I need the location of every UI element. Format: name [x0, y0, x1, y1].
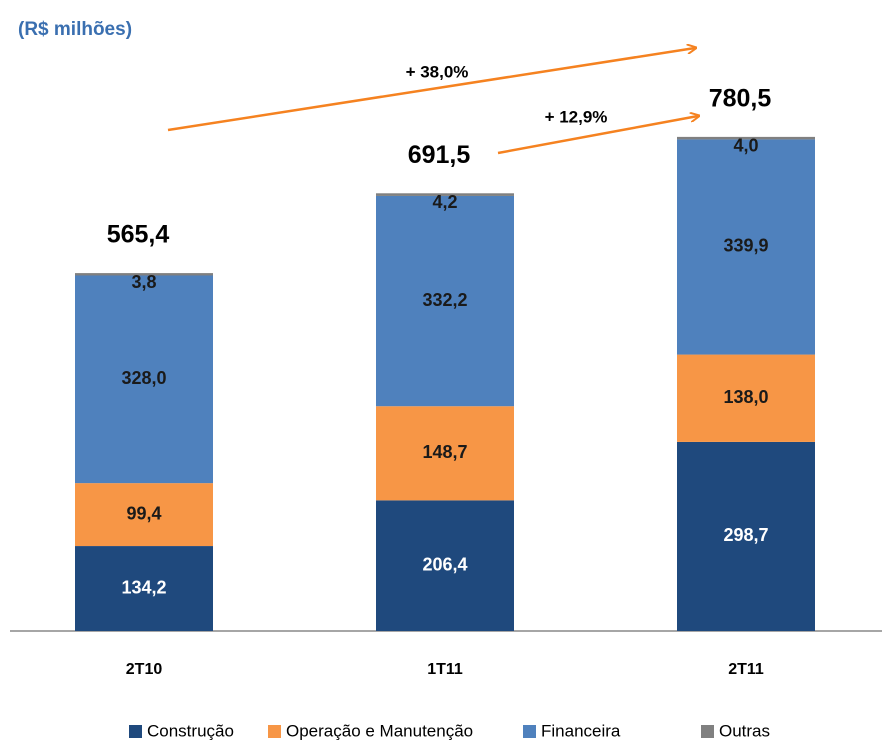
value-label: 4,0: [733, 136, 758, 156]
bar-segment: [376, 406, 514, 501]
bar-segment: [75, 483, 213, 547]
legend-swatch: [129, 725, 142, 738]
legend-swatch: [268, 725, 281, 738]
value-label: 206,4: [422, 554, 467, 574]
x-tick-label: 2T10: [126, 661, 163, 678]
total-label: 691,5: [408, 141, 471, 169]
value-label: 328,0: [121, 368, 166, 388]
value-label: 332,2: [422, 290, 467, 310]
growth-arrow: [497, 116, 698, 155]
value-label: 138,0: [723, 387, 768, 407]
value-label: 3,8: [131, 272, 156, 292]
value-label: 134,2: [121, 577, 166, 597]
bar-segment: [677, 441, 815, 631]
bar-segment: [677, 136, 815, 140]
bar-segment: [75, 275, 213, 484]
bar-segment: [75, 546, 213, 631]
growth-arrow: [167, 48, 695, 132]
legend-label: Financeira: [541, 721, 621, 740]
value-label: 339,9: [723, 236, 768, 256]
value-label: 99,4: [126, 503, 161, 523]
legend-label: Operação e Manutenção: [286, 721, 473, 740]
annotation: + 12,9%: [545, 107, 608, 126]
legend-label: Outras: [719, 721, 770, 740]
bar-segment: [376, 500, 514, 631]
x-tick-label: 1T11: [427, 661, 463, 678]
total-label: 780,5: [709, 84, 772, 112]
annotation: + 38,0%: [406, 62, 469, 81]
legend-swatch: [701, 725, 714, 738]
bar-segment: [677, 354, 815, 442]
legend-label: Construção: [147, 721, 234, 740]
bar-segment: [376, 193, 514, 196]
x-tick-label: 2T11: [728, 661, 764, 678]
value-label: 148,7: [422, 442, 467, 462]
value-label: 298,7: [723, 525, 768, 545]
legend-swatch: [523, 725, 536, 738]
total-label: 565,4: [107, 221, 170, 249]
bar-segment: [376, 195, 514, 407]
bar-segment: [75, 273, 213, 276]
value-label: 4,2: [432, 192, 457, 212]
bar-segment: [677, 139, 815, 355]
chart-title: (R$ milhões): [18, 19, 132, 40]
